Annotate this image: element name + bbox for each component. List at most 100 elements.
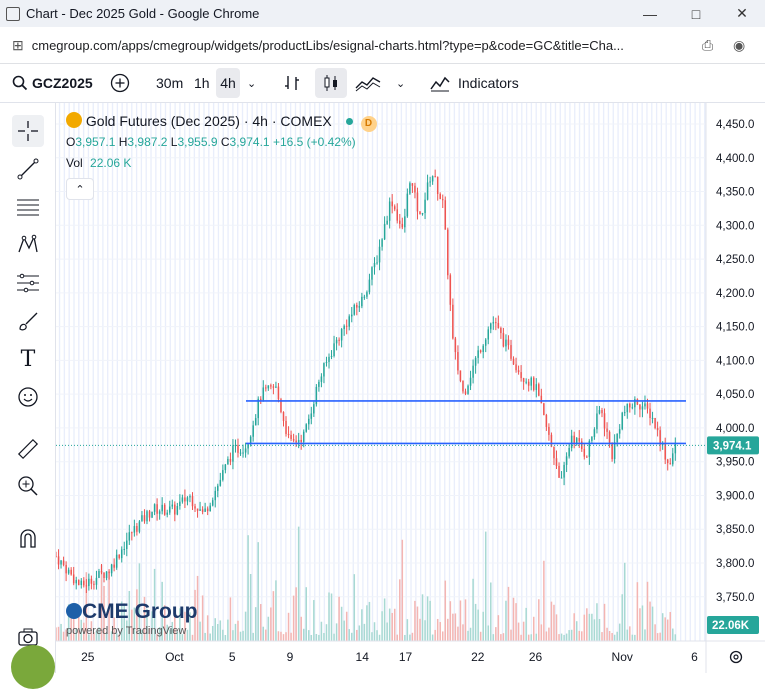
candle-body <box>265 387 267 389</box>
y-tick-label: 4,150.0 <box>716 322 754 334</box>
candle-body <box>320 376 323 382</box>
close-icon[interactable]: ✕ <box>736 5 748 21</box>
crosshair-icon[interactable] <box>12 115 44 147</box>
indicators-icon[interactable] <box>430 68 450 98</box>
chart-settings-gear-icon[interactable] <box>729 650 743 664</box>
brush-icon[interactable] <box>12 305 44 337</box>
session-shade-band <box>391 103 393 641</box>
candle-body <box>462 380 464 392</box>
candle-body <box>285 420 287 434</box>
candle-body <box>181 497 184 502</box>
volume-bar <box>426 596 429 641</box>
candles-chart-type-icon[interactable] <box>315 68 347 98</box>
session-shade-band <box>689 103 691 641</box>
eye-off-icon[interactable]: ◉ <box>733 36 746 53</box>
emoji-icon[interactable] <box>12 381 44 413</box>
candle-body <box>98 571 100 578</box>
candle-body <box>194 506 196 509</box>
compare-add-icon[interactable] <box>110 68 130 98</box>
candle-body <box>282 412 285 421</box>
powered-by-tradingview[interactable]: powered by TradingView <box>66 625 187 637</box>
candle-body <box>302 431 305 442</box>
candle-body <box>242 452 244 454</box>
x-tick-label: Oct <box>165 650 184 664</box>
session-shade-band <box>265 103 268 641</box>
candle-body <box>280 399 282 413</box>
volume-bar <box>330 593 333 641</box>
volume-bar <box>98 627 100 641</box>
session-shade-band <box>318 103 321 641</box>
maximize-icon[interactable]: □ <box>691 5 701 22</box>
volume-bar <box>649 601 651 641</box>
interval-30m-button[interactable]: 30m <box>156 75 184 91</box>
fib-retracement-icon[interactable] <box>12 191 44 223</box>
volume-bar <box>254 607 257 641</box>
volume-bar <box>467 630 469 641</box>
session-shade-band <box>193 103 196 641</box>
candle-body <box>211 500 214 506</box>
volume-bar <box>126 620 128 641</box>
candle-body <box>666 459 669 464</box>
candle-body <box>429 181 431 183</box>
candle-body <box>110 564 113 574</box>
volume-bar <box>358 625 361 641</box>
session-shade-band <box>169 103 171 641</box>
volume-bar <box>634 634 636 641</box>
pattern-tool-icon[interactable] <box>12 229 44 261</box>
y-tick-label: 4,400.0 <box>716 153 754 165</box>
volume-bar <box>578 630 581 641</box>
session-shade-band <box>530 103 533 641</box>
volume-bar <box>457 626 459 641</box>
session-shade-band <box>376 103 378 641</box>
volume-bar <box>639 608 641 641</box>
volume-bar <box>199 621 201 641</box>
low-value: 3,955.9 <box>177 135 218 149</box>
zoom-in-icon[interactable] <box>12 470 44 502</box>
indicators-button[interactable]: Indicators <box>458 75 519 91</box>
candle-body <box>257 398 259 419</box>
interval-1h-button[interactable]: 1h <box>194 75 210 91</box>
session-shade-band <box>448 103 451 641</box>
volume-bar <box>120 601 123 641</box>
magnet-icon[interactable] <box>12 522 44 554</box>
session-shade-band <box>622 103 624 641</box>
candle-body <box>644 403 646 407</box>
trend-line-icon[interactable] <box>12 153 44 185</box>
ruler-icon[interactable] <box>12 433 44 465</box>
site-settings-icon[interactable]: ⊞ <box>12 36 24 53</box>
volume-bar <box>368 601 371 641</box>
candle-body <box>492 322 495 324</box>
cookie-settings-icon[interactable] <box>11 645 55 689</box>
session-shade-band <box>627 103 629 641</box>
volume-bar <box>601 632 603 641</box>
candle-body <box>583 448 586 457</box>
volume-bar <box>113 617 115 641</box>
session-shade-band <box>290 103 292 641</box>
minimize-icon[interactable]: — <box>643 5 657 22</box>
text-tool-icon[interactable]: T <box>20 346 36 372</box>
chart-type-dropdown-chevron-icon[interactable]: ⌄ <box>396 77 406 90</box>
bar-chart-type-icon[interactable] <box>283 68 301 98</box>
translate-icon[interactable]: ⎙ <box>702 36 714 53</box>
url-text[interactable]: cmegroup.com/apps/cmegroup/widgets/produ… <box>31 37 624 53</box>
projection-tool-icon[interactable] <box>12 267 44 299</box>
candle-body <box>654 417 656 429</box>
interval-4h-button[interactable]: 4h <box>216 68 240 98</box>
search-icon[interactable] <box>12 68 28 98</box>
volume-bar <box>153 568 156 641</box>
chrome-app-icon <box>6 6 20 21</box>
candle-body <box>254 418 257 426</box>
price-chart[interactable]: 4,450.0 4,400.0 4,350.0 4,300.0 4,250.0 4,200… <box>56 103 765 673</box>
candle-body <box>90 578 93 584</box>
interval-dropdown-chevron-icon[interactable]: ⌄ <box>247 77 257 90</box>
candle-body <box>234 445 237 447</box>
area-chart-type-icon[interactable] <box>355 68 381 98</box>
symbol-search-button[interactable]: GCZ2025 <box>32 75 93 91</box>
volume-bar <box>90 621 93 641</box>
address-bar[interactable]: ⊞ cmegroup.com/apps/cmegroup/widgets/pro… <box>0 27 765 64</box>
collapse-legend-button[interactable]: ⌃ <box>66 178 94 200</box>
session-shade-band <box>116 103 118 641</box>
x-tick-label: 9 <box>287 650 294 664</box>
candle-body <box>290 434 292 440</box>
candle-body <box>217 485 219 491</box>
